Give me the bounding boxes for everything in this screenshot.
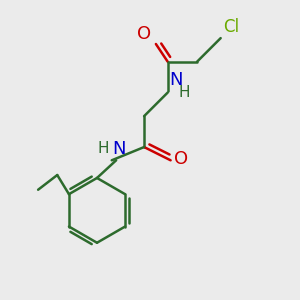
Text: Cl: Cl <box>224 18 240 36</box>
Text: O: O <box>137 25 152 43</box>
Text: H: H <box>97 141 109 156</box>
Text: H: H <box>179 85 190 100</box>
Text: O: O <box>174 150 188 168</box>
Text: N: N <box>112 140 126 158</box>
Text: N: N <box>169 71 183 89</box>
